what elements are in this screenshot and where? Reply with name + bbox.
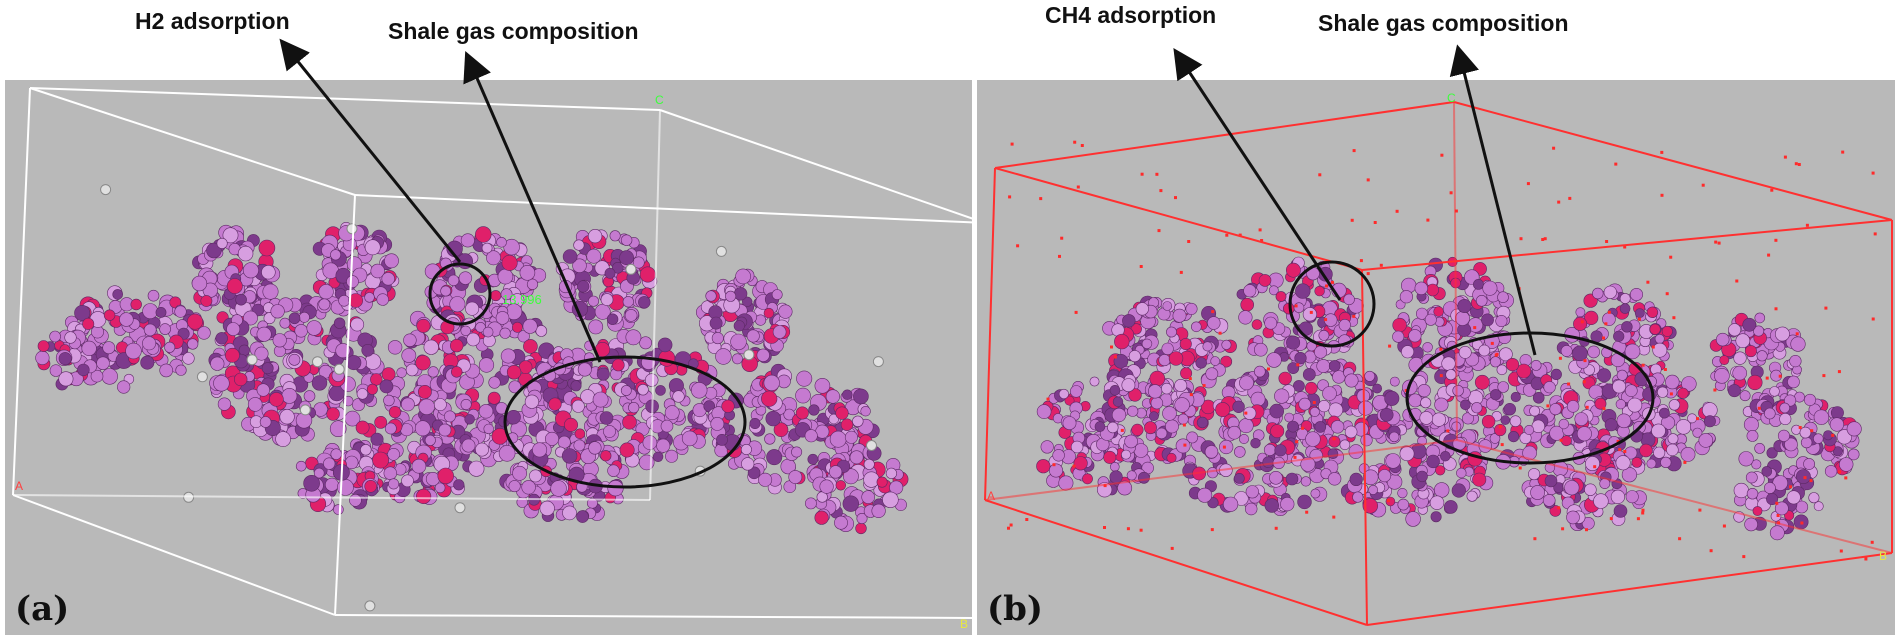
axis-b-label-b: B [1879,549,1887,563]
panel-a-h2-adsorption-view: C A B 13.996 (a) [5,80,972,635]
axis-a-label-a: A [15,479,23,493]
ch4-adsorption-callout: CH4 adsorption [1045,2,1217,28]
panel-a-scene: C A B 13.996 [12,87,972,631]
shale-gas-composition-callout-b: Shale gas composition [1318,10,1569,36]
panel-b-ch4-adsorption-view: C A B (b) [977,80,1895,635]
axis-c-label-a: C [655,93,664,107]
shale-molecules-b [1036,256,1862,541]
axis-a-label-b: A [987,489,995,503]
shale-gas-composition-callout-a: Shale gas composition [388,18,639,44]
panel-a-label: (a) [15,589,70,629]
axis-c-label-b: C [1447,91,1456,105]
distance-measurement: 13.996 [502,292,542,307]
shale-molecules-a [35,221,909,535]
panel-b-label: (b) [987,589,1043,629]
panel-b-scene: C A B [984,91,1893,626]
h2-adsorption-callout: H2 adsorption [135,8,290,34]
axis-b-label-a: B [960,617,968,631]
